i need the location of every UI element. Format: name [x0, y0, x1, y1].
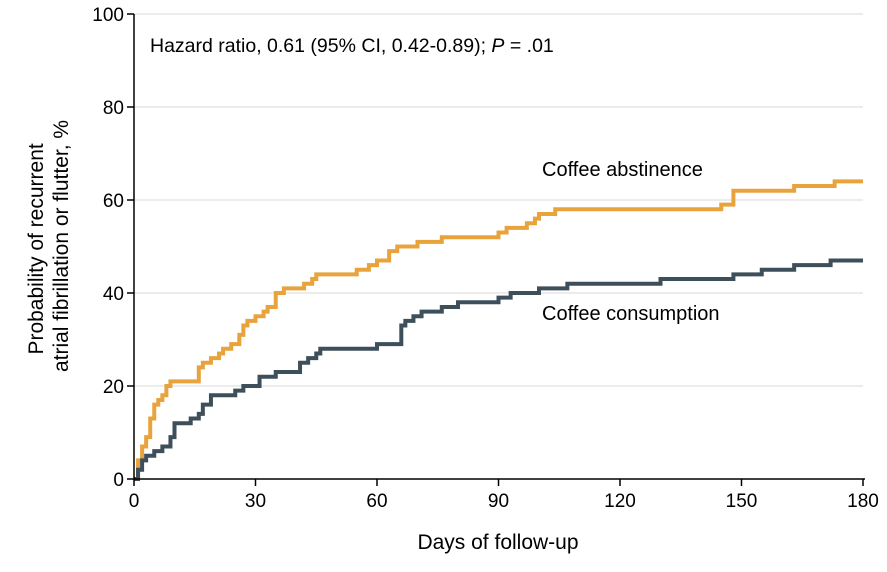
- hazard-ratio-annotation: Hazard ratio, 0.61 (95% CI, 0.42-0.89); …: [150, 35, 554, 57]
- series-line-coffee-abstinence: [134, 179, 863, 481]
- x-axis-label: Days of follow-up: [417, 531, 578, 554]
- y-axis-label-line-2: atrial fibrillation or flutter, %: [50, 120, 73, 372]
- y-tick-label-0: 0: [113, 470, 124, 491]
- x-tick-label-0: 0: [129, 491, 140, 512]
- y-axis-label: Probability of recurrent atrial fibrilla…: [25, 120, 73, 372]
- series-label-coffee-abstinence: Coffee abstinence: [542, 159, 703, 181]
- y-axis-label-line-1: Probability of recurrent: [25, 143, 48, 354]
- y-tick-label-60: 60: [103, 191, 124, 212]
- x-tick-label-120: 120: [604, 491, 636, 512]
- series-line-coffee-consumption: [134, 258, 863, 481]
- y-tick-label-100: 100: [92, 5, 124, 26]
- x-tick-label-30: 30: [245, 491, 266, 512]
- x-tick-label-90: 90: [488, 491, 509, 512]
- y-tick-label-20: 20: [103, 377, 124, 398]
- series-layer: [134, 179, 863, 481]
- axes: 0 20 40 60 80 100 0 30 60 90 120 150 180: [92, 5, 879, 512]
- series-label-coffee-consumption: Coffee consumption: [542, 303, 720, 325]
- y-tick-label-40: 40: [103, 284, 124, 305]
- x-tick-label-60: 60: [366, 491, 387, 512]
- y-tick-label-80: 80: [103, 98, 124, 119]
- x-tick-label-150: 150: [726, 491, 758, 512]
- x-tick-label-180: 180: [847, 491, 879, 512]
- gridlines: [134, 13, 863, 387]
